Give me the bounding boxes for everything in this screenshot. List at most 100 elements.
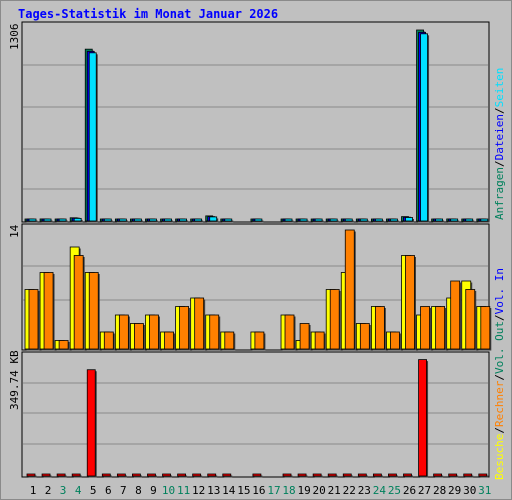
volume-bar-shadow [344,475,353,478]
volume-bar [388,473,397,477]
volume-bar-shadow [359,475,368,478]
x-tick-label: 14 [222,484,236,497]
volume-bar [327,473,337,477]
seiten-bar [299,218,308,222]
x-tick-label: 9 [150,484,157,497]
volume-bar [207,473,217,477]
side-legend-item: / [493,427,506,434]
x-tick-label: 6 [105,484,112,497]
volume-bar [101,473,111,477]
volume-bar [297,473,307,477]
x-tick-label: 25 [388,484,401,497]
rechner-bar [209,314,220,350]
volume-bar-shadow [179,475,188,478]
rechner-bar [164,331,174,350]
side-legend-item: / [493,374,506,381]
seiten-bar [284,218,293,222]
seiten-bar [28,218,37,222]
side-legend-item: / [493,314,506,321]
x-tick-label: 8 [135,484,142,497]
x-tick-label: 18 [282,484,295,497]
x-tick-label: 7 [120,484,127,497]
visits-ymax-label: 14 [8,224,21,238]
volume-bar [433,473,443,477]
rechner-bar [88,272,99,350]
seiten-bar-shadow [316,220,324,223]
seiten-bar [374,218,383,222]
volume-bar-shadow [164,475,173,478]
volume-bar-shadow [133,475,142,478]
volume-bar-shadow [405,475,413,478]
volume-bar-shadow [73,475,82,478]
x-tick-label: 13 [207,484,220,497]
volume-bar-shadow [209,475,218,478]
seiten-bar [420,33,428,222]
x-tick-label: 12 [192,484,205,497]
volume-bar [56,473,66,477]
volume-bar [177,473,187,477]
volume-bar-shadow [224,475,233,478]
volume-bar [252,473,262,477]
volume-bar-shadow [329,475,338,478]
rechner-bar [480,306,491,350]
seiten-bar [88,52,97,222]
rechner-bar [224,331,235,350]
x-tick-label: 20 [313,484,326,497]
volume-bar [41,473,51,477]
seiten-bar [58,218,67,222]
volume-bar [448,473,458,477]
seiten-bar [209,216,218,222]
seiten-bar-shadow [301,220,309,223]
requests-ymax-label: 1306 [8,24,21,51]
volume-panel [21,351,490,478]
volume-bar [26,473,36,477]
side-legend-item: Anfragen [493,167,506,220]
volume-bar [192,473,202,477]
seiten-bar [43,218,52,222]
seiten-bar-shadow [135,220,143,223]
volume-bar-shadow [254,475,263,478]
seiten-bar [405,217,413,222]
x-tick-label: 22 [343,484,356,497]
side-legend-text: Besuche/Rechner/Vol. Out/Vol. In [493,268,506,480]
volume-bar [372,473,382,477]
x-tick-label: 29 [448,484,461,497]
rechner-bar [43,272,54,350]
x-tick-label: 30 [463,484,476,497]
rechner-bar [435,306,446,350]
x-tick-label: 16 [252,484,265,497]
rechner-bar [359,323,370,350]
seiten-bar [450,218,459,222]
volume-bar [357,473,367,477]
seiten-bar-shadow [45,220,53,223]
seiten-bar [164,218,172,222]
volume-bar-shadow [374,475,383,478]
seiten-bar [118,218,127,222]
x-tick-label: 31 [478,484,491,497]
volume-bar-shadow [480,475,489,478]
seiten-bar [329,218,338,222]
volume-bar [132,473,141,477]
seiten-bar [390,218,398,222]
x-tick-label: 11 [177,484,190,497]
volume-bar-shadow [450,475,459,478]
x-tick-label: 2 [45,484,52,497]
visits-side-legend: Besuche/Rechner/Vol. Out/Vol. In [493,268,506,480]
bars-group [24,29,492,478]
requests-side-legend: Anfragen/Dateien/Seiten [493,68,506,220]
seiten-bar [73,217,82,222]
x-tick-label: 26 [403,484,416,497]
side-legend-item: Rechner [493,380,506,427]
volume-bar [147,473,156,477]
volume-bar [86,369,96,477]
seiten-bar-shadow [482,220,490,223]
volume-bar [418,359,427,477]
volume-ymax-label: 349.74 KB [8,350,21,410]
seiten-bar [194,218,203,222]
rechner-bar [344,229,355,350]
seiten-bar [465,218,474,222]
rechner-bar [390,331,400,350]
side-legend-item: Dateien [493,114,506,160]
side-legend-item: Besuche [493,434,506,480]
